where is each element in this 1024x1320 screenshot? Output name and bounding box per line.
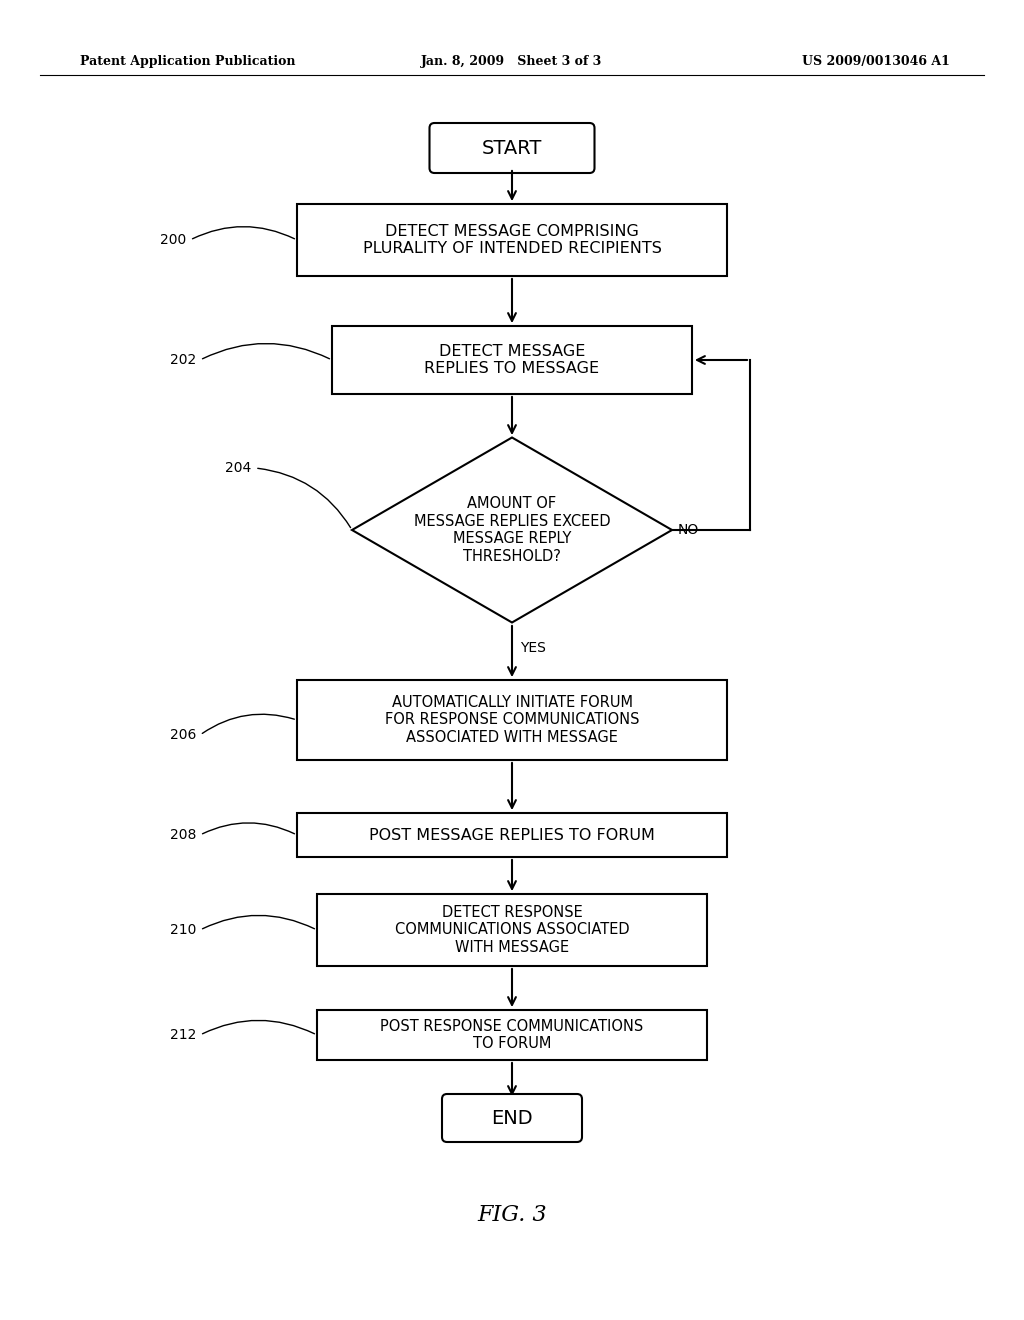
Text: AUTOMATICALLY INITIATE FORUM
FOR RESPONSE COMMUNICATIONS
ASSOCIATED WITH MESSAGE: AUTOMATICALLY INITIATE FORUM FOR RESPONS… [385, 696, 639, 744]
Text: 206: 206 [170, 729, 196, 742]
Text: 202: 202 [170, 352, 196, 367]
Bar [317, 1010, 707, 1060]
Text: Jan. 8, 2009   Sheet 3 of 3: Jan. 8, 2009 Sheet 3 of 3 [421, 55, 603, 69]
Bar [297, 205, 727, 276]
Text: YES: YES [520, 642, 546, 655]
Text: START: START [482, 139, 542, 157]
Text: Patent Application Publication: Patent Application Publication [80, 55, 296, 69]
Text: 204: 204 [224, 461, 251, 475]
Text: DETECT MESSAGE
REPLIES TO MESSAGE: DETECT MESSAGE REPLIES TO MESSAGE [424, 343, 600, 376]
FancyBboxPatch shape [442, 1094, 582, 1142]
Text: FIG. 3: FIG. 3 [477, 1204, 547, 1226]
Bar [297, 680, 727, 760]
FancyBboxPatch shape [429, 123, 595, 173]
Text: END: END [492, 1109, 532, 1127]
Text: POST MESSAGE REPLIES TO FORUM: POST MESSAGE REPLIES TO FORUM [369, 828, 655, 842]
Text: DETECT RESPONSE
COMMUNICATIONS ASSOCIATED
WITH MESSAGE: DETECT RESPONSE COMMUNICATIONS ASSOCIATE… [394, 906, 630, 954]
Bar [297, 813, 727, 857]
Text: 208: 208 [170, 828, 196, 842]
Bar [332, 326, 692, 393]
Text: 210: 210 [170, 923, 196, 937]
Text: AMOUNT OF
MESSAGE REPLIES EXCEED
MESSAGE REPLY
THRESHOLD?: AMOUNT OF MESSAGE REPLIES EXCEED MESSAGE… [414, 496, 610, 564]
Text: POST RESPONSE COMMUNICATIONS
TO FORUM: POST RESPONSE COMMUNICATIONS TO FORUM [380, 1019, 644, 1051]
Polygon shape [352, 437, 672, 623]
Text: 212: 212 [170, 1028, 196, 1041]
Text: DETECT MESSAGE COMPRISING
PLURALITY OF INTENDED RECIPIENTS: DETECT MESSAGE COMPRISING PLURALITY OF I… [362, 224, 662, 256]
Text: US 2009/0013046 A1: US 2009/0013046 A1 [802, 55, 950, 69]
Text: 200: 200 [160, 234, 186, 247]
Text: NO: NO [678, 523, 699, 537]
Bar [317, 894, 707, 966]
